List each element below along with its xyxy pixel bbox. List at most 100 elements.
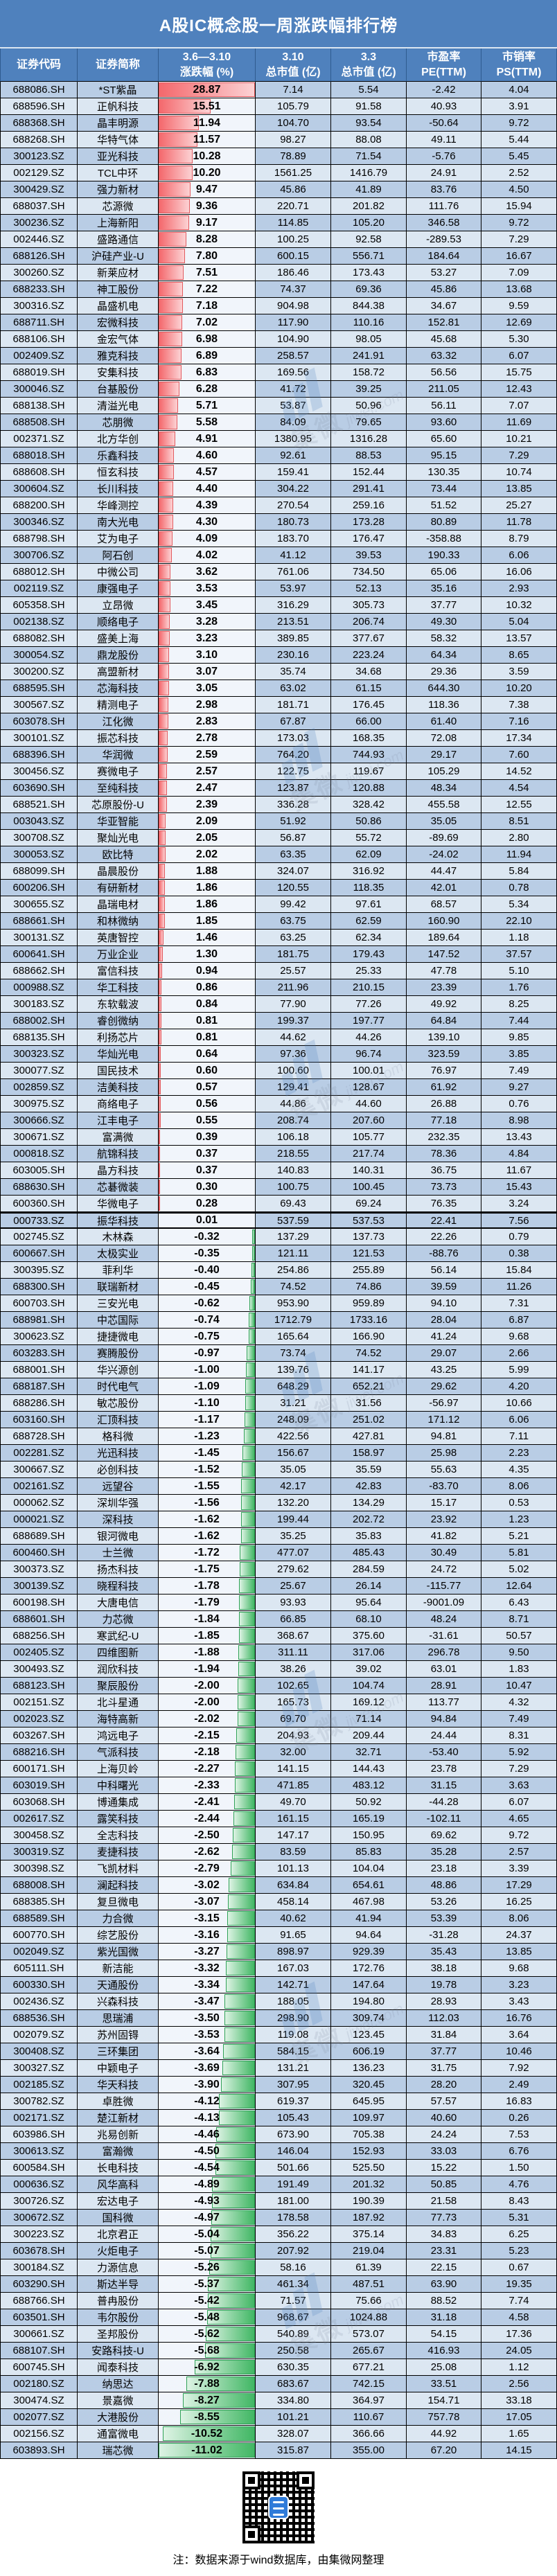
cell-change: -2.15 — [159, 1727, 256, 1744]
cell-ps: 9.27 — [481, 1079, 557, 1096]
cell-mcap-prev: 305.73 — [331, 597, 407, 614]
change-bar — [219, 2094, 255, 2108]
cell-pe: 54.15 — [407, 2326, 481, 2343]
cell-name: 中芯国际 — [78, 1312, 159, 1329]
cell-pe: 33.51 — [407, 2376, 481, 2392]
cell-name: 华特气体 — [78, 132, 159, 148]
change-bar — [159, 814, 166, 828]
cell-code: 603078.SH — [0, 713, 78, 730]
cell-change: 2.09 — [159, 813, 256, 830]
change-bar — [218, 2111, 255, 2125]
cell-mcap-prev: 92.58 — [331, 231, 407, 248]
table-row: 002180.SZ 纳思达 -7.88 683.67 742.15 33.51 2.56 — [0, 2376, 557, 2392]
cell-code: 688508.SH — [0, 414, 78, 431]
cell-name: 阿石创 — [78, 547, 159, 564]
cell-code: 688037.SH — [0, 198, 78, 215]
cell-change: -1.56 — [159, 1495, 256, 1511]
change-bar — [224, 1994, 255, 2009]
cell-pe: 53.27 — [407, 265, 481, 281]
cell-mcap-prev: 71.14 — [331, 1711, 407, 1727]
cell-mcap-current: 336.28 — [256, 797, 331, 813]
cell-ps: 11.78 — [481, 514, 557, 531]
qr-finder-icon — [242, 2471, 260, 2489]
cell-name: 振芯科技 — [78, 730, 159, 747]
qr-finder-icon — [297, 2471, 315, 2489]
cell-ps: 5.34 — [481, 896, 557, 913]
cell-change: 3.23 — [159, 630, 256, 647]
cell-pe: 21.58 — [407, 2193, 481, 2210]
cell-mcap-current: 83.59 — [256, 1844, 331, 1860]
cell-change: -3.50 — [159, 2010, 256, 2027]
cell-pe: 31.84 — [407, 2027, 481, 2043]
cell-pe: 55.63 — [407, 1462, 481, 1478]
cell-change: -2.41 — [159, 1794, 256, 1811]
cell-change: -3.02 — [159, 1877, 256, 1894]
table-row: 600171.SH 上海贝岭 -2.27 141.15 144.43 23.78 7.29 — [0, 1761, 557, 1777]
cell-mcap-prev: 62.09 — [331, 846, 407, 863]
cell-mcap-current: 270.54 — [256, 497, 331, 514]
cell-name: 晶方科技 — [78, 1162, 159, 1179]
cell-code: 300623.SZ — [0, 1329, 78, 1345]
cell-change: 11.57 — [159, 132, 256, 148]
cell-pe: 171.12 — [407, 1412, 481, 1428]
cell-ps: 4.65 — [481, 1811, 557, 1827]
cell-code: 002371.SZ — [0, 431, 78, 447]
cell-pe: -102.11 — [407, 1811, 481, 1827]
table-row: 688018.SH 乐鑫科技 4.60 92.61 88.53 95.15 7.29 — [0, 447, 557, 464]
cell-mcap-current: 630.35 — [256, 2359, 331, 2376]
cell-name: 敏芯股份 — [78, 1395, 159, 1412]
cell-mcap-current: 761.06 — [256, 564, 331, 580]
cell-mcap-current: 181.00 — [256, 2193, 331, 2210]
cell-mcap-current: 315.87 — [256, 2442, 331, 2459]
cell-code: 688008.SH — [0, 1877, 78, 1894]
cell-pe: 44.92 — [407, 2426, 481, 2442]
table-row: 002151.SZ 北斗星通 -2.00 165.73 169.12 113.77 4.32 — [0, 1694, 557, 1711]
change-bar — [159, 481, 174, 496]
cell-mcap-current: 180.73 — [256, 514, 331, 531]
cell-pe: 40.93 — [407, 98, 481, 115]
cell-ps: 6.06 — [481, 1412, 557, 1428]
cell-ps: 0.26 — [481, 2110, 557, 2126]
cell-mcap-prev: 556.71 — [331, 248, 407, 265]
cell-mcap-prev: 123.45 — [331, 2027, 407, 2043]
cell-name: 恒玄科技 — [78, 464, 159, 481]
table-row: 002049.SZ 紫光国微 -3.27 898.97 929.39 35.43 13.85 — [0, 1944, 557, 1960]
cell-code: 688233.SH — [0, 281, 78, 298]
cell-name: 汇顶科技 — [78, 1412, 159, 1428]
cell-mcap-current: 147.17 — [256, 1827, 331, 1844]
table-row: 688138.SH 清溢光电 5.71 53.87 50.96 56.11 7.07 — [0, 398, 557, 414]
cell-mcap-prev: 1316.28 — [331, 431, 407, 447]
change-bar — [159, 182, 191, 197]
cell-code: 600460.SH — [0, 1545, 78, 1561]
cell-ps: 9.50 — [481, 1644, 557, 1661]
table-row: 688082.SH 盛美上海 3.23 389.85 377.67 58.32 13.57 — [0, 630, 557, 647]
cell-ps: 2.57 — [481, 1844, 557, 1860]
cell-pe: -88.76 — [407, 1245, 481, 1262]
cell-mcap-prev: 42.83 — [331, 1478, 407, 1495]
table-row: 000636.SZ 风华高科 -4.89 191.49 201.32 50.85 4.76 — [0, 2176, 557, 2193]
cell-code: 002281.SZ — [0, 1445, 78, 1462]
change-bar — [241, 1462, 255, 1477]
cell-change: 3.10 — [159, 647, 256, 664]
cell-ps: 19.35 — [481, 2276, 557, 2293]
cell-pe: 88.52 — [407, 2293, 481, 2309]
cell-code: 688711.SH — [0, 314, 78, 331]
cell-name: 必创科技 — [78, 1462, 159, 1478]
cell-pe: 53.26 — [407, 1894, 481, 1910]
cell-pe: 78.36 — [407, 1146, 481, 1162]
cell-pe: 29.36 — [407, 664, 481, 680]
cell-code: 000818.SZ — [0, 1146, 78, 1162]
cell-ps: 6.07 — [481, 1794, 557, 1811]
change-bar — [159, 1080, 161, 1094]
cell-mcap-prev: 169.12 — [331, 1694, 407, 1711]
cell-mcap-current: 7.14 — [256, 82, 331, 98]
table-row: 600703.SH 三安光电 -0.62 953.90 959.89 94.10 7.31 — [0, 1295, 557, 1312]
cell-ps: 9.85 — [481, 1029, 557, 1046]
cell-ps: 50.57 — [481, 1628, 557, 1644]
cell-ps: 17.05 — [481, 2409, 557, 2426]
cell-change: -1.17 — [159, 1412, 256, 1428]
cell-ps: 10.47 — [481, 1678, 557, 1694]
cell-mcap-current: 32.00 — [256, 1744, 331, 1761]
cell-name: 立昂微 — [78, 597, 159, 614]
cell-pe: 31.15 — [407, 1777, 481, 1794]
